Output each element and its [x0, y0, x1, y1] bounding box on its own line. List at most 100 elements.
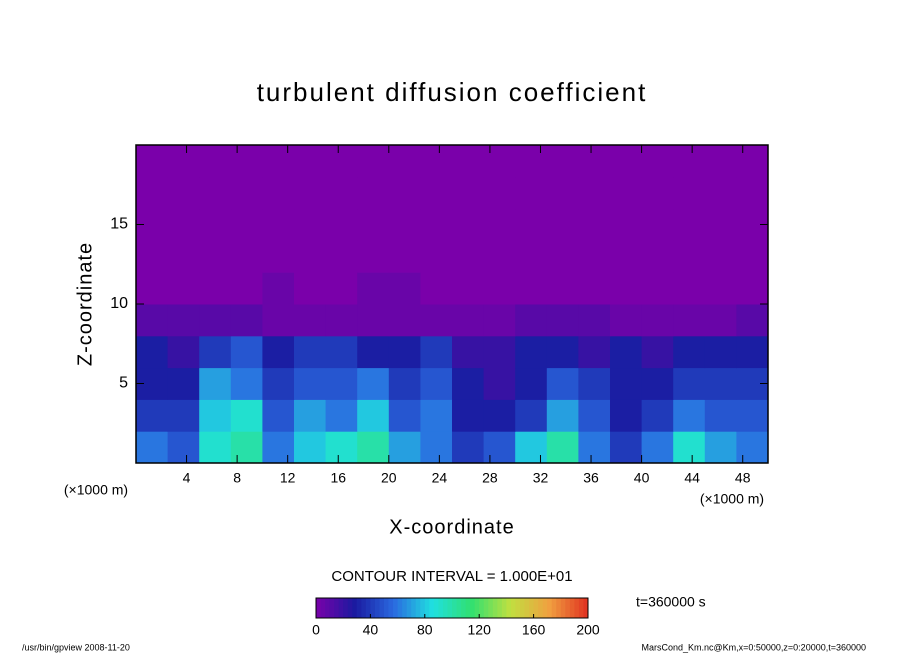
- cell: [546, 304, 579, 337]
- cell: [483, 399, 516, 432]
- cell: [673, 304, 706, 337]
- cell: [388, 240, 421, 273]
- cell: [167, 367, 200, 400]
- colorbar-tick-label: 40: [363, 622, 379, 638]
- cell: [704, 335, 737, 369]
- cell: [578, 145, 611, 178]
- cell: [515, 367, 548, 400]
- cell: [641, 272, 674, 305]
- cell: [452, 335, 485, 369]
- colorbar-segment: [384, 598, 389, 618]
- cell: [294, 240, 327, 273]
- cell: [199, 304, 232, 337]
- cell: [610, 176, 643, 210]
- x-tick-label: 28: [482, 470, 498, 486]
- cell: [388, 145, 421, 178]
- colorbar-tick-label: 0: [312, 622, 320, 638]
- colorbar-segment: [565, 598, 571, 618]
- cell: [230, 176, 263, 210]
- cell: [452, 272, 485, 305]
- cell: [483, 335, 516, 369]
- cell: [483, 240, 516, 273]
- cell: [388, 272, 421, 305]
- cell: [262, 145, 295, 178]
- cell: [610, 431, 643, 464]
- cell: [546, 399, 579, 432]
- cell: [325, 145, 358, 178]
- colorbar-segment: [510, 598, 516, 618]
- colorbar-segment: [556, 598, 562, 618]
- colorbar-segment: [560, 598, 566, 618]
- cell: [136, 399, 169, 432]
- cell: [452, 208, 485, 241]
- cell: [578, 335, 611, 369]
- cell: [136, 240, 169, 273]
- cell: [736, 399, 769, 432]
- time-label: t=360000 s: [636, 594, 706, 610]
- cell: [199, 431, 232, 464]
- cell: [641, 431, 674, 464]
- cell: [167, 431, 200, 464]
- cell: [420, 145, 453, 178]
- cell: [388, 208, 421, 241]
- colorbar-segment: [320, 598, 326, 618]
- x-tick-label: 32: [533, 470, 549, 486]
- cell: [167, 208, 200, 241]
- cell: [294, 399, 327, 432]
- cell: [262, 272, 295, 305]
- cell: [704, 145, 737, 178]
- cell: [483, 304, 516, 337]
- colorbar-segment: [529, 598, 534, 618]
- colorbar-segment: [393, 598, 398, 618]
- cell: [578, 431, 611, 464]
- cell: [610, 145, 643, 178]
- colorbar-segment: [329, 598, 335, 618]
- colorbar-tick-label: 200: [576, 622, 600, 638]
- cell: [262, 335, 295, 369]
- cell: [515, 304, 548, 337]
- colorbar-segment: [370, 598, 376, 618]
- cell: [357, 240, 390, 273]
- colorbar-segment: [415, 598, 421, 618]
- cell: [294, 176, 327, 210]
- colorbar-segment: [583, 598, 589, 618]
- cell: [546, 335, 579, 369]
- cell: [704, 431, 737, 464]
- cell: [704, 176, 737, 210]
- cell: [452, 145, 485, 178]
- cell: [357, 304, 390, 337]
- x-tick-label: 40: [634, 470, 650, 486]
- cell: [262, 399, 295, 432]
- colorbar-segment: [547, 598, 553, 618]
- cell: [136, 145, 169, 178]
- cell: [641, 208, 674, 241]
- cell: [452, 304, 485, 337]
- cell: [230, 272, 263, 305]
- x-tick-label: 36: [583, 470, 599, 486]
- cell: [167, 176, 200, 210]
- cell: [452, 431, 485, 464]
- cell: [294, 145, 327, 178]
- cell: [452, 367, 485, 400]
- cell: [578, 208, 611, 241]
- colorbar-segment: [442, 598, 448, 618]
- x-tick-label: 44: [684, 470, 700, 486]
- cell: [325, 272, 358, 305]
- cell: [546, 431, 579, 464]
- cell: [736, 304, 769, 337]
- colorbar-segment: [334, 598, 340, 618]
- cell: [199, 145, 232, 178]
- x-unit-label: (×1000 m): [700, 491, 764, 507]
- cell: [515, 272, 548, 305]
- cell: [546, 272, 579, 305]
- cell: [736, 335, 769, 369]
- colorbar-segment: [574, 598, 580, 618]
- colorbar-segment: [325, 598, 330, 618]
- colorbar-tick-label: 120: [468, 622, 492, 638]
- cell: [641, 367, 674, 400]
- cell: [515, 399, 548, 432]
- cell: [420, 208, 453, 241]
- cell: [483, 208, 516, 241]
- cell: [736, 176, 769, 210]
- colorbar-segment: [520, 598, 525, 618]
